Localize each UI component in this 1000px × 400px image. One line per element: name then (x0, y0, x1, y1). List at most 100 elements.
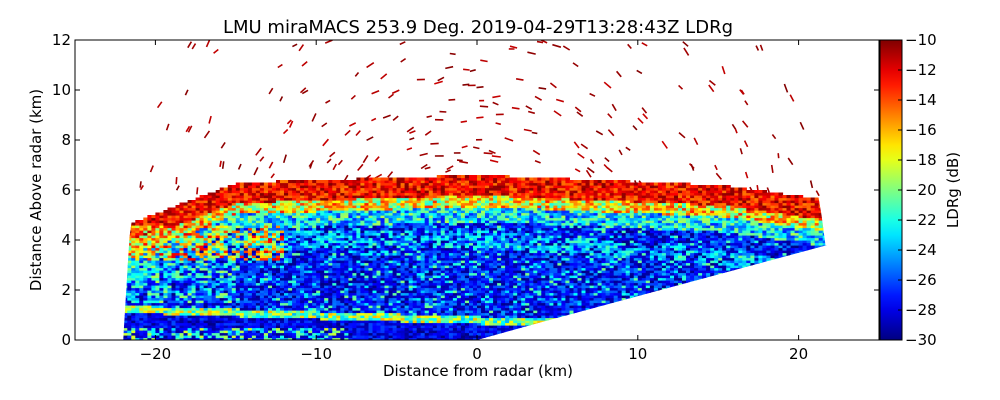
ldr-cell (255, 215, 261, 219)
ldr-cell (376, 302, 382, 306)
ldr-cell (328, 290, 333, 294)
ldr-cell (135, 237, 140, 241)
ldr-cell (280, 242, 285, 246)
noise-mark (536, 40, 544, 44)
ldr-cell (243, 317, 249, 321)
ldr-cell (300, 195, 305, 199)
ldr-cell (243, 267, 249, 271)
ldr-cell (424, 310, 430, 314)
ldr-cell (223, 207, 229, 211)
ldr-cell (207, 192, 213, 196)
ldr-cell (227, 247, 233, 251)
ldr-cell (199, 325, 205, 329)
ldr-cell (135, 265, 140, 269)
ldr-cell (179, 265, 185, 269)
ldr-cell (235, 305, 241, 309)
ldr-cell (416, 270, 422, 274)
ldr-cell (135, 245, 140, 249)
ldr-cell (263, 200, 269, 204)
ldr-cell (416, 205, 422, 209)
ldr-cell (364, 190, 369, 194)
ldr-cell (332, 315, 337, 319)
ldr-cell (352, 212, 357, 216)
ldr-cell (380, 307, 386, 311)
ldr-cell (183, 257, 189, 261)
ldr-cell (255, 245, 261, 249)
ldr-cell (320, 225, 325, 229)
ldr-cell (320, 252, 325, 256)
ldr-cell (231, 315, 237, 319)
ldr-cell (127, 270, 132, 274)
ldr-cell (276, 210, 281, 214)
ldr-cell (408, 290, 414, 294)
ldr-cell (380, 305, 386, 309)
ldr-cell (348, 260, 353, 264)
ldr-cell (272, 330, 277, 334)
ldr-cell (384, 220, 390, 224)
ldr-cell (368, 267, 374, 271)
ldr-cell (404, 327, 410, 331)
ldr-cell (255, 307, 261, 311)
ldr-cell (356, 230, 361, 234)
ldr-cell (336, 267, 341, 271)
ldr-cell (292, 210, 297, 214)
ldr-cell (203, 307, 209, 311)
ldr-cell (320, 317, 325, 321)
ldr-cell (135, 310, 140, 314)
ldr-cell (171, 322, 177, 326)
ldr-cell (340, 235, 345, 239)
ldr-cell (364, 305, 369, 309)
ldr-cell (243, 220, 249, 224)
ldr-cell (380, 187, 386, 191)
ldr-cell (171, 282, 177, 286)
ldr-cell (300, 185, 305, 189)
ldr-cell (243, 270, 249, 274)
ldr-cell (143, 327, 148, 331)
ldr-cell (420, 177, 426, 181)
ldr-cell (308, 207, 313, 211)
ldr-cell (416, 337, 422, 340)
ldr-cell (288, 295, 293, 299)
ldr-cell (195, 282, 201, 286)
ldr-cell (344, 257, 349, 261)
ldr-cell (400, 205, 406, 209)
ldr-cell (155, 335, 160, 339)
ldr-cell (227, 305, 233, 309)
ldr-cell (272, 217, 277, 221)
ldr-cell (336, 287, 341, 291)
ldr-cell (292, 220, 297, 224)
ldr-cell (388, 235, 394, 239)
ldr-cell (259, 285, 265, 289)
ldr-cell (384, 215, 390, 219)
ldr-cell (424, 287, 430, 291)
ldr-cell (268, 227, 273, 231)
ldr-cell (247, 212, 253, 216)
ldr-cell (396, 230, 402, 234)
ldr-cell (340, 320, 345, 324)
ldr-cell (191, 285, 197, 289)
ldr-cell (360, 312, 365, 316)
ldr-cell (412, 262, 418, 266)
ldr-cell (348, 220, 353, 224)
ldr-cell (227, 265, 233, 269)
noise-mark (362, 154, 369, 164)
ldr-cell (432, 327, 438, 331)
ldr-cell (239, 192, 245, 196)
ldr-cell (259, 235, 265, 239)
ldr-cell (251, 270, 257, 274)
ldr-cell (304, 325, 309, 329)
ldr-cell (376, 275, 382, 279)
ldr-cell (255, 192, 261, 196)
ldr-cell (211, 330, 217, 334)
ldr-cell (288, 212, 293, 216)
ldr-cell (203, 252, 209, 256)
ldr-cell (376, 250, 382, 254)
ldr-cell (147, 230, 152, 234)
ldr-cell (155, 292, 160, 296)
ldr-cell (400, 187, 406, 191)
ldr-cell (211, 327, 217, 331)
ldr-cell (239, 197, 245, 201)
ldr-cell (167, 237, 173, 241)
ldr-cell (392, 260, 398, 264)
ldr-cell (420, 180, 426, 184)
